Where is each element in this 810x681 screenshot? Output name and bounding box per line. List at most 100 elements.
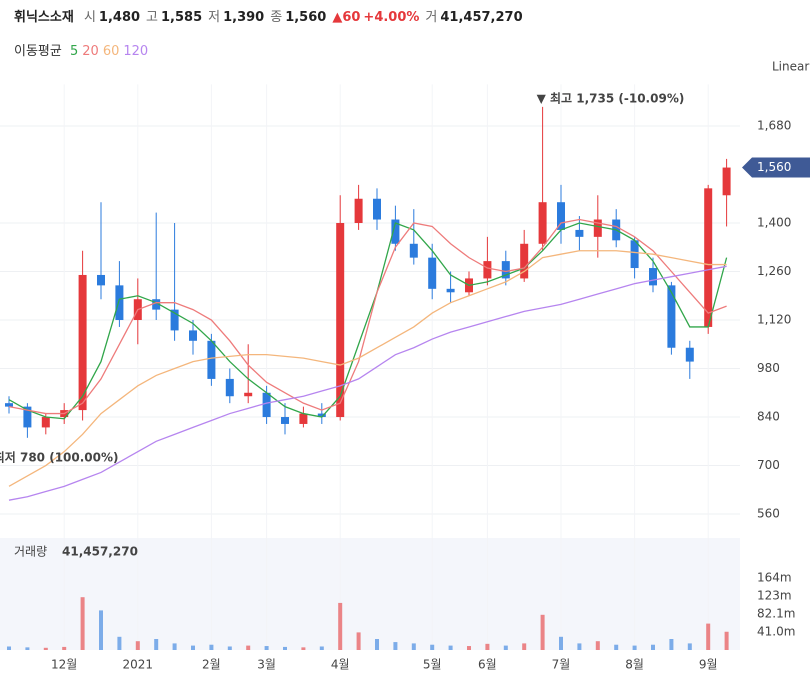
volume-bar xyxy=(669,639,674,650)
volume-bar xyxy=(338,602,343,650)
scale-label: Linear xyxy=(772,60,809,74)
y-tick-label: 1,400 xyxy=(757,215,791,229)
y-tick-label: 560 xyxy=(757,507,780,521)
volume-bar xyxy=(448,645,453,650)
candle-body xyxy=(97,274,105,286)
candle-body xyxy=(667,285,676,348)
ma-line xyxy=(8,218,727,415)
max-annotation: ▼ 최고 1,735 (-10.09%) xyxy=(537,90,685,105)
field-label: 거 xyxy=(425,10,438,25)
volume-tick-label: 41.0m xyxy=(757,624,795,638)
volume-bar xyxy=(117,636,122,650)
volume-bar xyxy=(651,644,655,650)
candle-body xyxy=(409,243,418,258)
volume-bar xyxy=(411,643,416,650)
volume-bar xyxy=(80,597,85,650)
candle-body xyxy=(501,261,510,279)
x-tick-label: 4월 xyxy=(331,658,350,672)
volume-bg xyxy=(0,538,740,650)
volume-bar xyxy=(522,643,527,650)
candle-body xyxy=(5,403,13,407)
field-label: 종 xyxy=(270,10,283,25)
field-value: 1,585 xyxy=(161,10,203,25)
candle-body xyxy=(23,406,32,428)
y-tick-label: 840 xyxy=(757,410,780,424)
volume-tick-label: 123m xyxy=(757,588,792,602)
candle-body xyxy=(225,378,234,397)
ma-title: 이동평균 xyxy=(14,44,62,59)
y-tick-label: 1,680 xyxy=(757,118,791,132)
last-price-label: 1,560 xyxy=(757,160,791,174)
candle-body xyxy=(373,198,381,220)
field-value: 1,560 xyxy=(285,10,327,25)
candle-body xyxy=(704,188,713,327)
candle-body xyxy=(520,243,529,279)
change: ▲60 xyxy=(332,10,361,25)
candle-body xyxy=(722,167,731,196)
volume-bar xyxy=(246,645,251,650)
ma-line xyxy=(8,265,727,501)
field-label: 고 xyxy=(146,10,159,25)
volume-bar xyxy=(430,644,435,650)
volume-bar xyxy=(319,646,324,650)
volume-bar xyxy=(503,645,508,650)
x-tick-label: 9월 xyxy=(699,658,718,672)
candle-body xyxy=(575,229,584,237)
candle-body xyxy=(336,222,345,418)
field-label: 시 xyxy=(83,10,96,25)
candle-body xyxy=(391,219,400,244)
legend-entry: 60 xyxy=(102,44,120,59)
candle-body xyxy=(538,202,547,244)
volume-bar xyxy=(687,643,692,650)
volume-bar xyxy=(485,643,490,650)
candle-body xyxy=(557,202,565,230)
x-tick-label: 2021 xyxy=(123,658,154,672)
volume-bar xyxy=(393,642,398,650)
ma-line xyxy=(8,222,728,420)
x-tick-label: 7월 xyxy=(552,658,571,672)
ma-line xyxy=(8,250,727,487)
volume-bar xyxy=(99,610,103,650)
volume-bar xyxy=(540,614,545,650)
field-label: 저 xyxy=(208,10,221,25)
candle-body xyxy=(299,413,308,424)
header: 휘닉스소재 시 1,480 고 1,585 저 1,390 종 1,560 ▲60 +4.00% 거… xyxy=(14,6,529,25)
field-value: 1,390 xyxy=(223,10,265,25)
volume-bar xyxy=(467,646,471,650)
y-tick-label: 1,120 xyxy=(757,313,791,327)
y-tick-label: 1,260 xyxy=(757,264,791,278)
last-price-tag xyxy=(742,157,810,178)
volume-bar xyxy=(632,645,637,650)
volume-title: 거래량 xyxy=(14,545,47,559)
volume-bar xyxy=(227,646,232,650)
legend-entry: 5 xyxy=(69,44,79,59)
volume-tick-label: 164m xyxy=(757,570,792,584)
volume-bar xyxy=(614,644,619,650)
candle-body xyxy=(78,274,87,411)
candle-body xyxy=(262,392,271,418)
candle-body xyxy=(281,417,289,424)
volume-bar xyxy=(172,643,177,650)
volume-bar xyxy=(25,647,30,650)
volume-bar xyxy=(595,641,600,650)
volume-bar xyxy=(154,639,159,650)
volume-bar xyxy=(209,644,214,650)
volume-bar xyxy=(43,647,48,650)
candle-body xyxy=(649,268,657,286)
ma-legend: 이동평균 5 20 60 120 xyxy=(14,40,148,59)
x-tick-label: 12월 xyxy=(51,658,77,672)
volume-bar xyxy=(724,631,729,650)
volume-bar xyxy=(191,645,195,650)
candle-body xyxy=(189,330,197,341)
volume-bar xyxy=(356,632,361,650)
candle-body xyxy=(630,240,639,269)
candle-body xyxy=(41,417,50,428)
volume-bar xyxy=(301,647,306,650)
candle-body xyxy=(207,340,216,379)
x-tick-label: 6월 xyxy=(478,658,497,672)
volume-tick-label: 82.1m xyxy=(757,606,795,620)
candle-body xyxy=(152,299,161,310)
volume-bar xyxy=(264,646,269,650)
